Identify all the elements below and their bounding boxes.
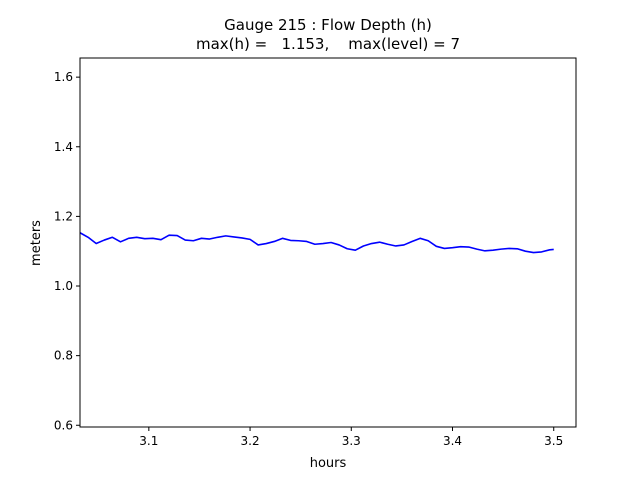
- chart-title-line-1: Gauge 215 : Flow Depth (h): [224, 16, 432, 34]
- x-tick-label: 3.3: [342, 434, 361, 448]
- y-tick-label: 0.8: [54, 349, 73, 363]
- ticks-layer: 3.1 3.2 3.3 3.4 3.5 0.6 0.8 1.0 1.2 1.4 1.6: [54, 70, 563, 448]
- y-tick-label: 1.0: [54, 279, 73, 293]
- x-tick-label: 3.2: [241, 434, 260, 448]
- y-tick-label: 1.4: [54, 140, 73, 154]
- x-tick-label: 3.1: [139, 434, 158, 448]
- series-line-flow-depth: [79, 232, 554, 254]
- y-tick-label: 1.2: [54, 209, 73, 223]
- x-tick-label: 3.5: [544, 434, 563, 448]
- y-axis-label: meters: [29, 220, 44, 266]
- x-axis-label: hours: [310, 456, 347, 471]
- y-tick-label: 0.6: [54, 418, 73, 432]
- y-tick-label: 1.6: [54, 70, 73, 84]
- x-tick-label: 3.4: [443, 434, 462, 448]
- plot-frame: [79, 57, 577, 428]
- chart-title-line-2: max(h) = 1.153, max(level) = 7: [195, 35, 461, 53]
